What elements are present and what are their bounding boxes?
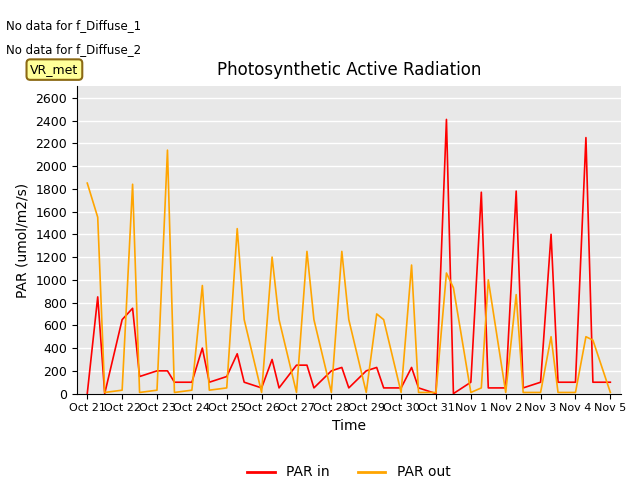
Y-axis label: PAR (umol/m2/s): PAR (umol/m2/s) (15, 182, 29, 298)
Text: No data for f_Diffuse_1: No data for f_Diffuse_1 (6, 19, 141, 32)
Title: Photosynthetic Active Radiation: Photosynthetic Active Radiation (216, 61, 481, 79)
Legend: PAR in, PAR out: PAR in, PAR out (242, 460, 456, 480)
Text: VR_met: VR_met (30, 63, 79, 76)
X-axis label: Time: Time (332, 419, 366, 433)
Text: No data for f_Diffuse_2: No data for f_Diffuse_2 (6, 43, 141, 56)
